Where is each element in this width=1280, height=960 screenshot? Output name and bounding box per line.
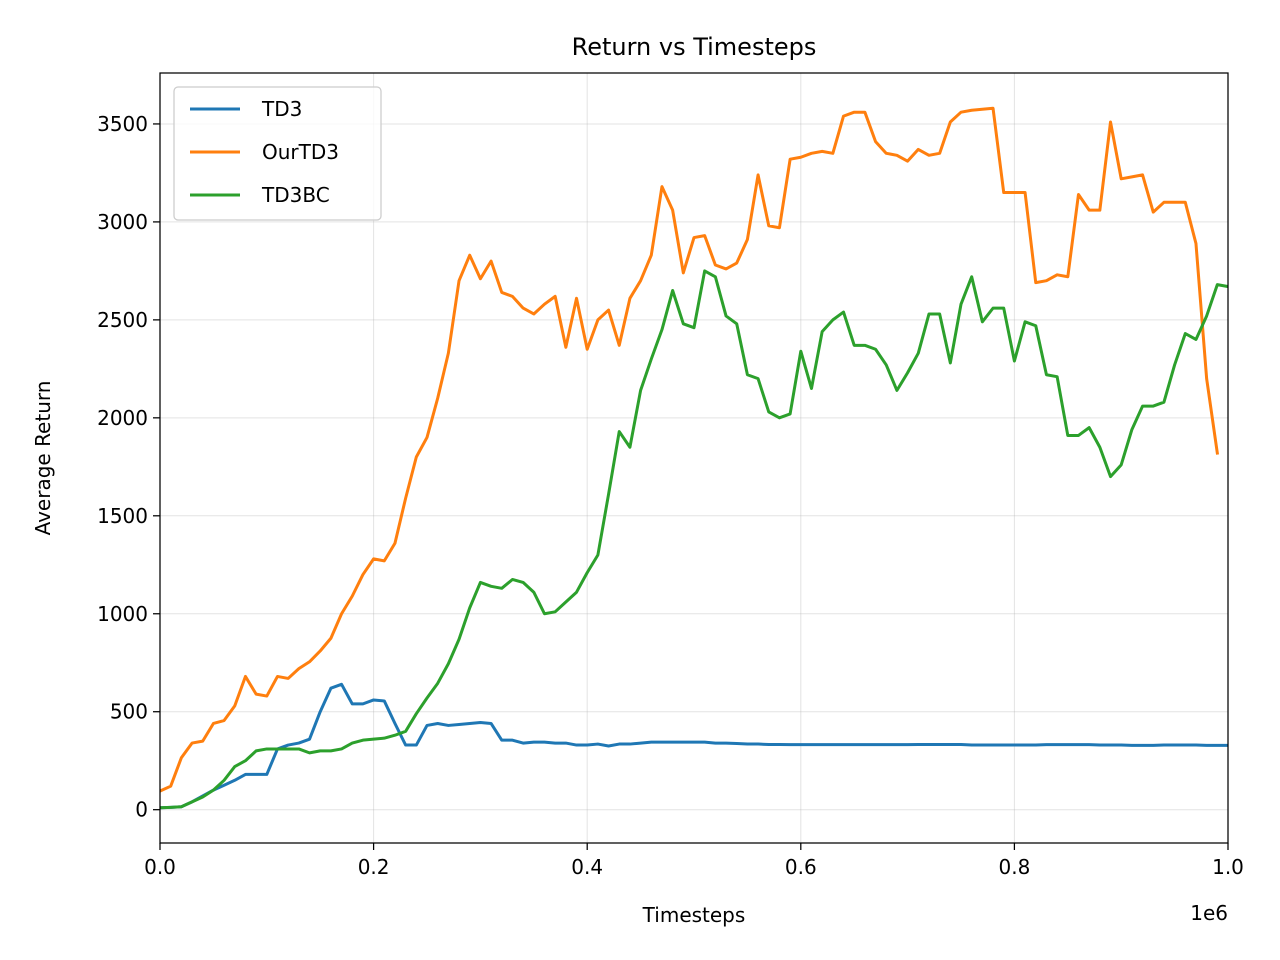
y-tick-label: 2500 — [97, 308, 148, 332]
series-line-ourtd3 — [160, 106, 1220, 793]
chart-title: Return vs Timesteps — [572, 33, 817, 61]
x-axis-offset-label: 1e6 — [1190, 901, 1228, 925]
y-tick-label: 3500 — [97, 112, 148, 136]
y-tick-label: 3000 — [97, 210, 148, 234]
y-tick-label: 500 — [110, 700, 148, 724]
x-tick-label: 0.0 — [144, 855, 176, 879]
y-tick-label: 1000 — [97, 602, 148, 626]
series-line-td3bc — [160, 269, 1228, 810]
legend: TD3 OurTD3 TD3BC — [173, 86, 382, 221]
x-tick-label: 1.0 — [1212, 855, 1244, 879]
x-tick-label: 0.2 — [358, 855, 390, 879]
legend-box — [173, 86, 382, 221]
plot-frame — [159, 72, 1229, 844]
y-tick-label: 1500 — [97, 504, 148, 528]
x-tick-label: 0.8 — [998, 855, 1030, 879]
x-axis: 0.0 0.2 0.4 0.6 0.8 1.0 — [144, 843, 1244, 879]
x-axis-label: Timesteps — [642, 903, 746, 927]
legend-label-td3: TD3 — [261, 97, 302, 121]
legend-label-td3bc: TD3BC — [261, 183, 330, 207]
grid-lines — [159, 73, 1229, 843]
y-tick-label: 2000 — [97, 406, 148, 430]
x-tick-label: 0.6 — [785, 855, 817, 879]
y-axis-label: Average Return — [31, 381, 55, 536]
y-tick-label: 0 — [135, 798, 148, 822]
series-layer — [160, 106, 1228, 810]
y-axis: 0 500 1000 1500 2000 2500 3000 3500 — [97, 112, 160, 822]
legend-label-ourtd3: OurTD3 — [262, 140, 339, 164]
series-line-td3 — [160, 682, 1228, 810]
x-tick-label: 0.4 — [571, 855, 603, 879]
